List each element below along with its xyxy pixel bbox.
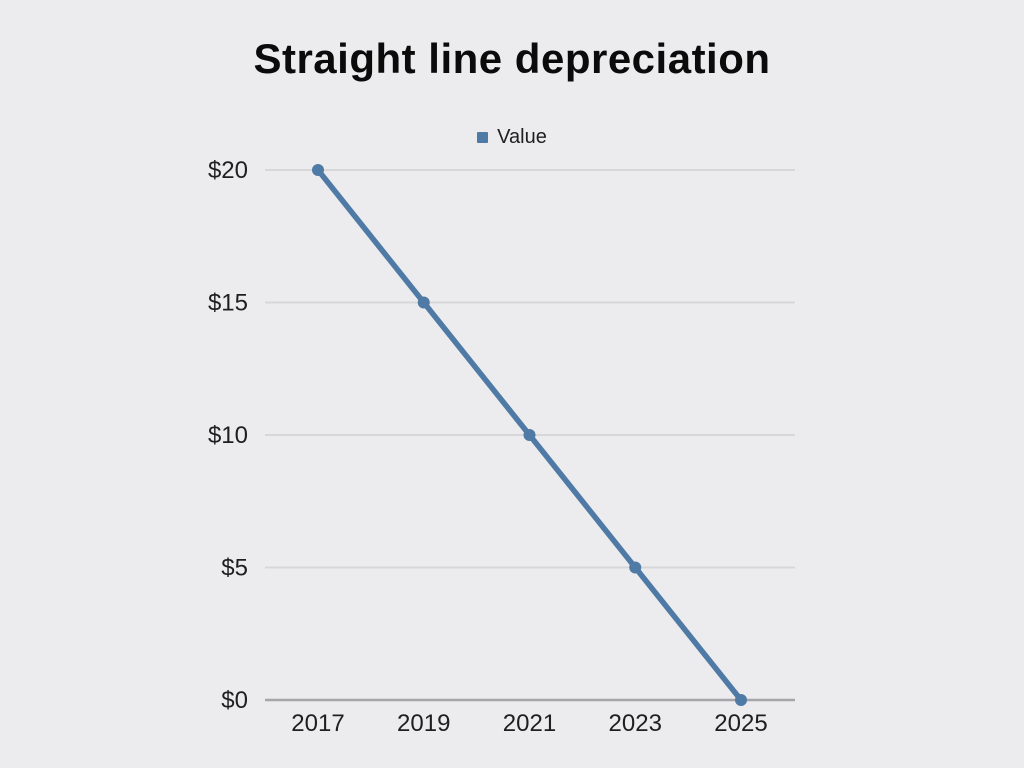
y-tick-label: $20 [208,157,248,184]
x-tick-label: 2017 [291,710,344,737]
data-point [735,694,747,706]
legend-label-value: Value [497,126,547,148]
data-point [629,561,642,574]
chart-title: Straight line depreciation [253,35,771,82]
y-tick-label: $5 [221,555,248,582]
x-tick-label: 2019 [397,710,450,737]
y-tick-label: $10 [208,422,248,449]
data-point [312,164,324,176]
y-tick-label: $15 [208,290,248,317]
legend-swatch-value [477,131,489,143]
legend: Value [0,124,1024,150]
x-tick-label: 2021 [503,710,556,737]
y-tick-label: $0 [221,687,248,714]
data-point [417,296,430,309]
x-tick-label: 2023 [609,710,662,737]
data-point [523,429,536,441]
x-tick-label: 2025 [714,710,767,737]
